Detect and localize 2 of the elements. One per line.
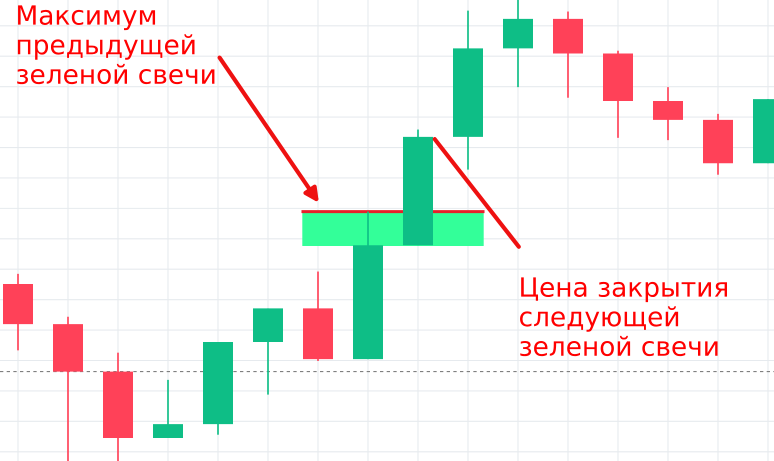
annotation: Цена закрытия следующей зеленой свечи bbox=[520, 277, 727, 356]
annotation: Максимум предыдущей зеленой свечи bbox=[17, 5, 214, 84]
